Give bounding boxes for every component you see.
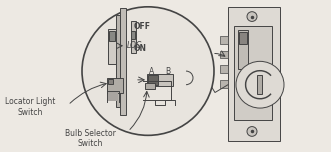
Bar [257,75,262,94]
Text: OFF: OFF [134,22,151,31]
Text: A: A [149,67,155,76]
Bar [238,30,248,69]
Text: ON: ON [134,44,147,53]
Text: LOC: LOC [127,41,142,50]
Bar [234,26,272,120]
Bar [220,36,228,44]
Circle shape [82,7,214,135]
Bar [107,78,123,93]
Bar [220,65,228,73]
Bar [131,31,135,39]
Bar [109,31,115,41]
Bar [228,7,280,141]
Bar [108,92,118,101]
Bar [109,79,114,84]
Bar [220,80,228,88]
Circle shape [247,127,257,136]
Bar [131,21,136,53]
Bar [145,83,155,89]
Bar [120,8,126,115]
Circle shape [247,12,257,21]
Text: Bulb Selector
Switch: Bulb Selector Switch [65,129,116,148]
Circle shape [236,61,284,108]
Text: Locator Light
Switch: Locator Light Switch [5,97,55,117]
Bar [220,51,228,58]
Bar [147,74,173,86]
Bar [148,75,158,85]
Bar [239,32,247,44]
Bar [116,15,120,107]
Bar [108,29,116,64]
Text: B: B [166,67,170,76]
